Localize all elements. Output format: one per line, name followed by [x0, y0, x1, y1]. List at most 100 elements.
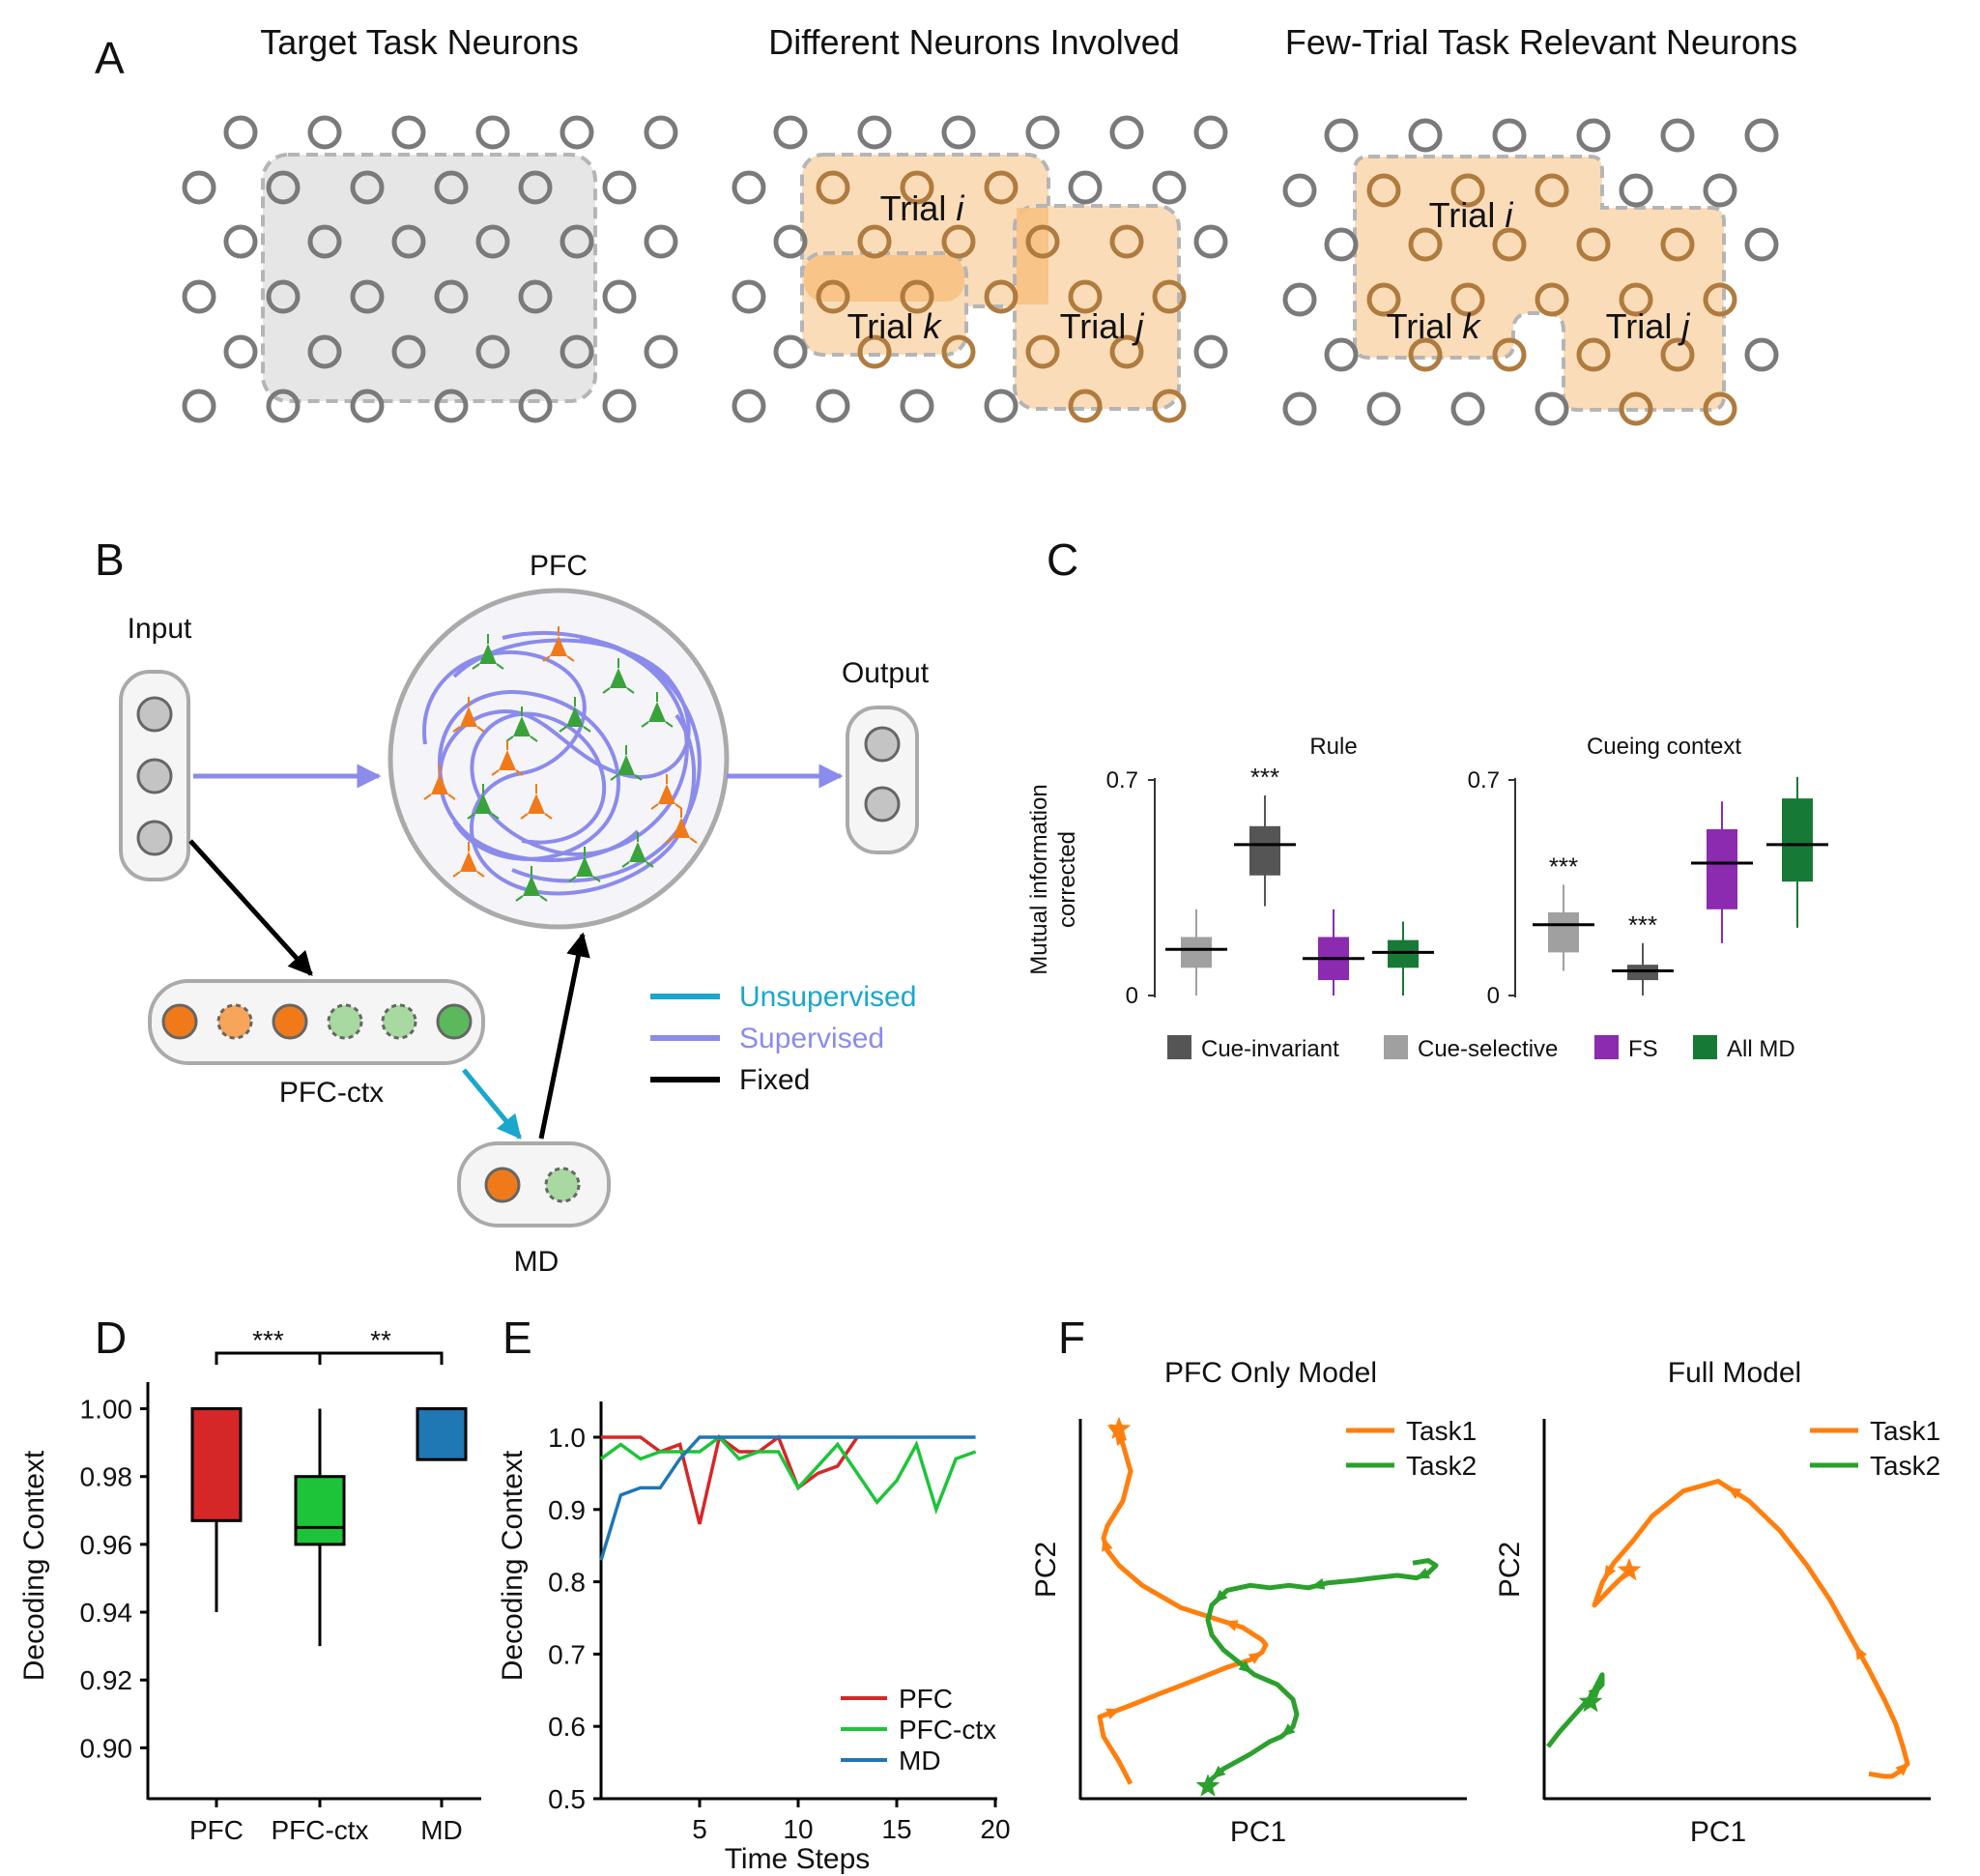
neuron [1408, 118, 1443, 153]
neuron-dendrite [559, 697, 591, 733]
neuron [1324, 227, 1359, 262]
neuron [857, 334, 892, 369]
significance-bracket [318, 1351, 444, 1365]
neuron [266, 170, 301, 205]
cueing-ytick-label: 0 [1487, 983, 1500, 1009]
neuron-dendrite [568, 847, 601, 882]
pyramidal-neuron [431, 774, 448, 794]
x-tick-label: 10 [783, 1814, 813, 1844]
neuron [1450, 391, 1485, 426]
panel-d: D Decoding Context 0.90 0.92 0.94 0.96 0.98 1… [18, 1313, 481, 1845]
neuron [1068, 389, 1103, 423]
neuron [266, 279, 301, 314]
box-body [1707, 828, 1737, 909]
recurrent-connection [470, 630, 689, 856]
box-body [190, 1407, 243, 1522]
neuron [1068, 279, 1103, 314]
ctx-neuron-orange-faded [216, 1003, 253, 1040]
output-label: Output [842, 657, 930, 689]
pyramidal-neuron [550, 636, 567, 656]
neuron [602, 170, 637, 205]
neuron [560, 115, 594, 150]
full-model-ylabel: PC2 [1494, 1542, 1526, 1598]
y-tick-label: 0.7 [548, 1639, 586, 1669]
neuron [644, 334, 678, 369]
panel-c-ylabel-1: Mutual information [1026, 784, 1052, 974]
panel-e-xlabel: Time Steps [725, 1843, 871, 1875]
neuron [732, 170, 766, 205]
y-tick-label: 0.92 [80, 1665, 133, 1695]
significance-stars: ** [370, 1325, 391, 1355]
panel-a-title-3: Few-Trial Task Relevant Neurons [1285, 22, 1797, 62]
neuron [1193, 115, 1228, 150]
recurrent-connection [422, 649, 697, 896]
neuron [307, 334, 342, 369]
md-neuron-orange [484, 1167, 521, 1203]
cueing-ytick-label: 0.7 [1468, 767, 1500, 794]
legend-label: PFC-ctx [899, 1715, 996, 1745]
neuron-grid-few-trial [1282, 118, 1779, 426]
neuron [350, 279, 385, 314]
neuron [560, 334, 594, 369]
neuron [350, 389, 385, 423]
y-tick-label: 0.98 [80, 1462, 133, 1492]
legend-label: MD [899, 1746, 941, 1775]
neuron [560, 224, 594, 259]
pfc-only-trajectories: Task1 Task2 [1097, 1416, 1477, 1797]
neuron [900, 170, 934, 205]
pyramidal-neuron [523, 876, 540, 896]
legend-cue-selective: Cue-selective [1418, 1036, 1558, 1062]
panel-a-letter: A [95, 33, 125, 83]
neuron [1408, 227, 1443, 262]
md-layer [457, 1141, 611, 1227]
significance-stars: *** [1628, 910, 1657, 939]
neuron [475, 115, 510, 150]
neuron [602, 389, 637, 423]
pfc-recurrent-connections [422, 626, 702, 902]
neuron [1576, 227, 1611, 262]
neuron [1109, 334, 1144, 369]
y-tick-label: 0.9 [548, 1495, 586, 1525]
legend-label: Task2 [1406, 1451, 1477, 1481]
neuron [732, 389, 766, 423]
neuron-dendrite [452, 842, 485, 878]
neuron [1703, 391, 1737, 426]
trajectory-task2 [1205, 1558, 1439, 1788]
neuron [1324, 337, 1359, 372]
neuron-grid-different [732, 115, 1228, 423]
x-tick-label: 20 [980, 1814, 1010, 1844]
neuron-dendrite [472, 634, 504, 670]
neuron [1535, 282, 1569, 317]
legend-fs: FS [1628, 1036, 1658, 1062]
recurrent-connection [511, 636, 702, 883]
neuron-dendrite [665, 808, 698, 844]
neuron [475, 334, 510, 369]
pyramidal-neuron [629, 842, 646, 862]
box-body [1782, 798, 1813, 882]
neuron [1193, 334, 1228, 369]
neuron [1282, 282, 1317, 317]
y-tick-label: 0.96 [80, 1530, 133, 1560]
pyramidal-neuron [658, 784, 675, 804]
panel-f-letter: F [1058, 1313, 1085, 1363]
neuron [1703, 173, 1737, 208]
neuron [816, 279, 850, 314]
md-to-pfc-arrow [538, 932, 590, 1140]
neuron [773, 115, 808, 150]
neuron [984, 389, 1019, 423]
neuron [1619, 391, 1653, 426]
direction-arrow [1105, 1708, 1121, 1719]
neuron [1366, 391, 1401, 426]
neuron [773, 224, 808, 259]
ctx-neuron-green-faded [327, 1003, 363, 1040]
input-label: Input [128, 613, 192, 645]
direction-arrow [1895, 1762, 1909, 1776]
neuron [434, 389, 469, 423]
neuron-dendrite [602, 658, 635, 694]
neuron [1366, 282, 1401, 317]
neuron [1492, 227, 1527, 262]
pfc-only-xlabel: PC1 [1230, 1816, 1286, 1848]
direction-arrow [1214, 1589, 1228, 1603]
neuron [816, 170, 850, 205]
x-tick-label: 15 [881, 1814, 911, 1844]
